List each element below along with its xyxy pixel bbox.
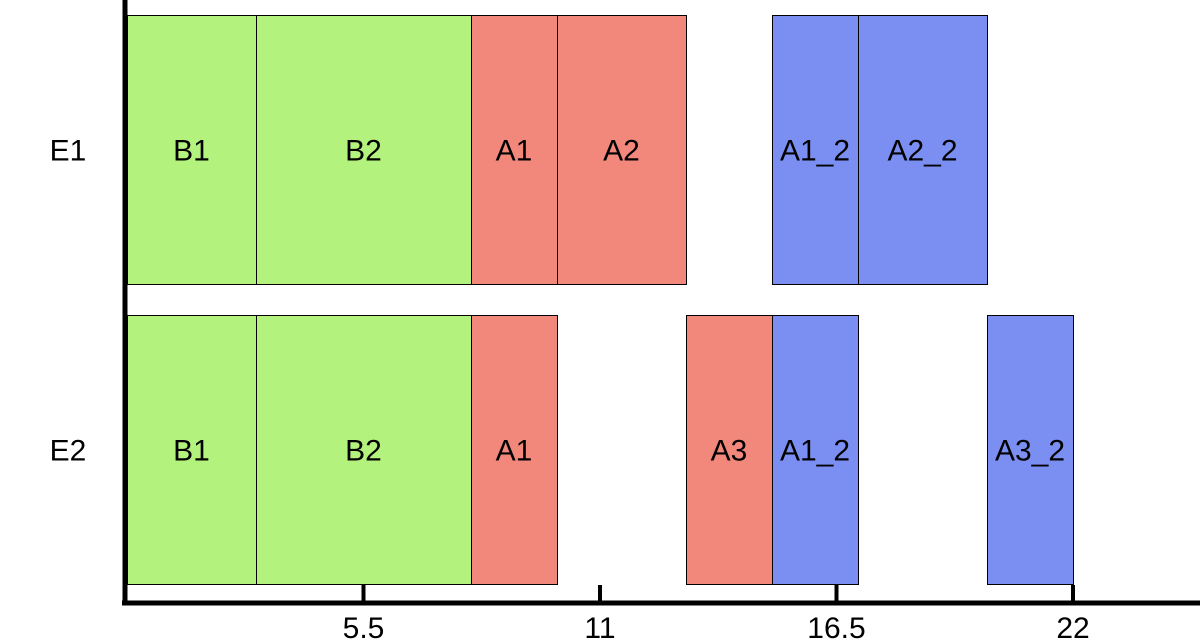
bar-e1-a2-2 (858, 15, 988, 285)
bar-e2-b1 (127, 315, 257, 585)
bar-label-e1-a2-2: A2_2 (887, 135, 957, 168)
bar-label-e2-a3-2: A3_2 (995, 435, 1065, 468)
x-tick-label-2: 16.5 (807, 612, 865, 640)
bar-e1-a1 (471, 15, 558, 285)
bar-label-e1-a1-2: A1_2 (780, 135, 850, 168)
bars-layer: B1 B2 A1 A2 A1_2 A2_2 B1 B2 A1 A3 A1_2 A3_2 (127, 15, 1074, 585)
bar-label-e1-b1: B1 (173, 135, 210, 168)
x-tick-label-1: 11 (584, 612, 615, 640)
x-tick-label-3: 22 (1056, 612, 1089, 640)
bar-label-e1-a2: A2 (603, 135, 640, 168)
bar-e2-a1-2 (772, 315, 859, 585)
bar-e1-b2 (256, 15, 472, 285)
bar-e2-a1 (471, 315, 558, 585)
bar-label-e2-a3: A3 (711, 435, 748, 468)
bar-e1-a1-2 (772, 15, 859, 285)
bar-e2-b2 (256, 315, 472, 585)
bar-label-e1-b2: B2 (345, 135, 382, 168)
bar-e1-a2 (557, 15, 687, 285)
axis-layer: E1 E2 5.5 11 16.5 22 (50, 0, 1200, 640)
bar-label-e2-a1: A1 (496, 435, 533, 468)
bar-label-e1-a1: A1 (496, 135, 533, 168)
bar-label-e2-b1: B1 (173, 435, 210, 468)
x-tick-label-0: 5.5 (343, 612, 385, 640)
bar-e1-b1 (127, 15, 257, 285)
bar-e2-a3 (686, 315, 773, 585)
row-label-e1: E1 (50, 135, 87, 168)
bar-label-e2-b2: B2 (345, 435, 382, 468)
row-label-e2: E2 (50, 435, 87, 468)
bar-e2-a3-2 (987, 315, 1074, 585)
bar-label-e2-a1-2: A1_2 (780, 435, 850, 468)
